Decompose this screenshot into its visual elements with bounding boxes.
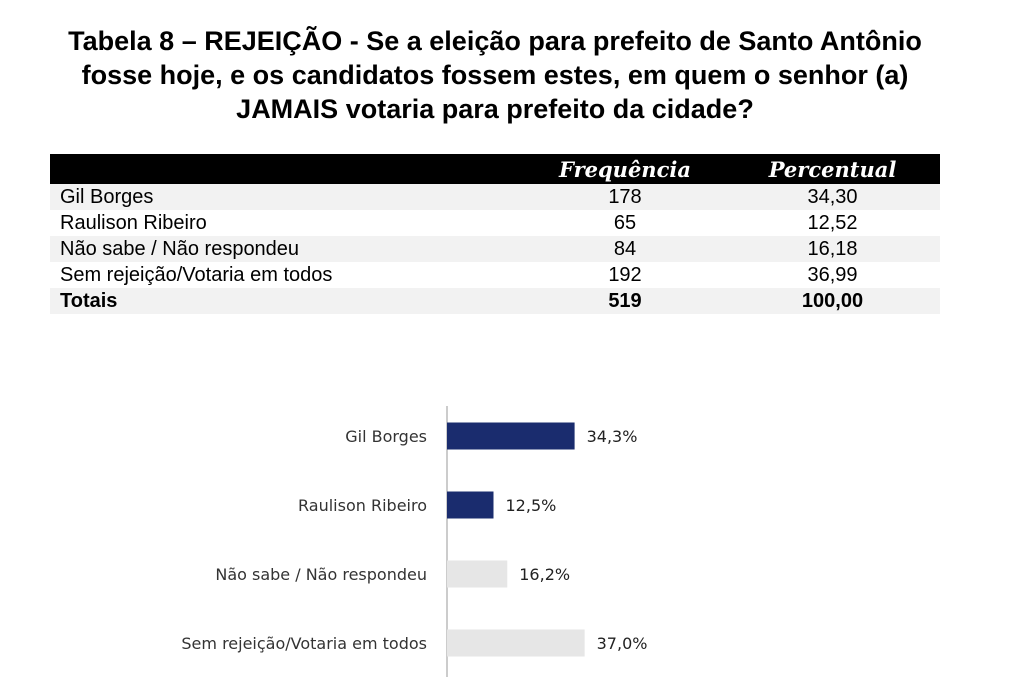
- row-frequency: 84: [525, 236, 725, 262]
- row-label: Raulison Ribeiro: [50, 210, 525, 236]
- total-frequency: 519: [525, 288, 725, 314]
- bar: [447, 422, 575, 450]
- row-frequency: 178: [525, 184, 725, 210]
- row-percentual: 34,30: [725, 184, 940, 210]
- table-row: Sem rejeição/Votaria em todos 192 36,99: [50, 262, 940, 288]
- header-percentual: Percentual: [725, 154, 940, 184]
- category-label: Raulison Ribeiro: [298, 496, 427, 515]
- total-label: Totais: [50, 288, 525, 314]
- header-label-cell: [50, 154, 525, 184]
- data-label: 16,2%: [519, 565, 570, 584]
- data-label: 12,5%: [506, 496, 557, 515]
- category-label: Sem rejeição/Votaria em todos: [181, 634, 427, 653]
- row-label: Não sabe / Não respondeu: [50, 236, 525, 262]
- data-label: 37,0%: [597, 634, 648, 653]
- total-percentual: 100,00: [725, 288, 940, 314]
- row-percentual: 12,52: [725, 210, 940, 236]
- page-title: Tabela 8 – REJEIÇÃO - Se a eleição para …: [68, 26, 922, 124]
- row-label: Gil Borges: [50, 184, 525, 210]
- table-total-row: Totais 519 100,00: [50, 288, 940, 314]
- bar: [447, 560, 508, 588]
- header-frequency: Frequência: [525, 154, 725, 184]
- row-frequency: 65: [525, 210, 725, 236]
- row-percentual: 36,99: [725, 262, 940, 288]
- category-label: Gil Borges: [345, 427, 427, 446]
- bar: [447, 629, 585, 657]
- bar: [447, 491, 494, 519]
- row-percentual: 16,18: [725, 236, 940, 262]
- row-frequency: 192: [525, 262, 725, 288]
- rejection-bar-chart: Gil Borges 34,3% Raulison Ribeiro 12,5% Não …: [181, 406, 648, 677]
- row-label: Sem rejeição/Votaria em todos: [50, 262, 525, 288]
- data-label: 34,3%: [587, 427, 638, 446]
- table-row: Não sabe / Não respondeu 84 16,18: [50, 236, 940, 262]
- results-table: Frequência Percentual Gil Borges 178 34,…: [50, 154, 940, 314]
- table-header-row: Frequência Percentual: [50, 154, 940, 184]
- category-label: Não sabe / Não respondeu: [215, 565, 427, 584]
- table-row: Raulison Ribeiro 65 12,52: [50, 210, 940, 236]
- table-row: Gil Borges 178 34,30: [50, 184, 940, 210]
